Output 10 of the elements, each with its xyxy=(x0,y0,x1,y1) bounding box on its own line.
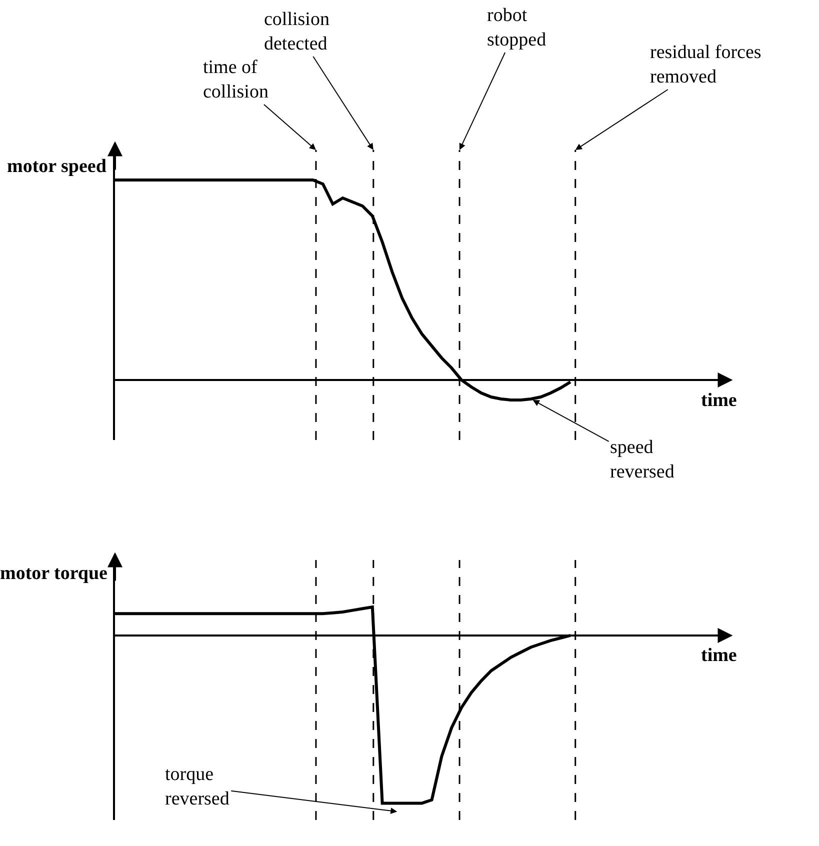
text: residual forces removed xyxy=(650,42,762,88)
annotation: torque reversed xyxy=(165,764,230,810)
text: time of collision xyxy=(203,57,269,103)
y-axis-title: motor speed xyxy=(7,156,107,177)
x-axis-title: time xyxy=(701,645,737,666)
y-axis-title: motor torque xyxy=(0,563,108,584)
text: speed reversed xyxy=(610,437,675,483)
x-axis-title: time xyxy=(701,390,737,411)
text: robot stopped xyxy=(487,5,547,51)
text: collision detected xyxy=(264,9,330,55)
